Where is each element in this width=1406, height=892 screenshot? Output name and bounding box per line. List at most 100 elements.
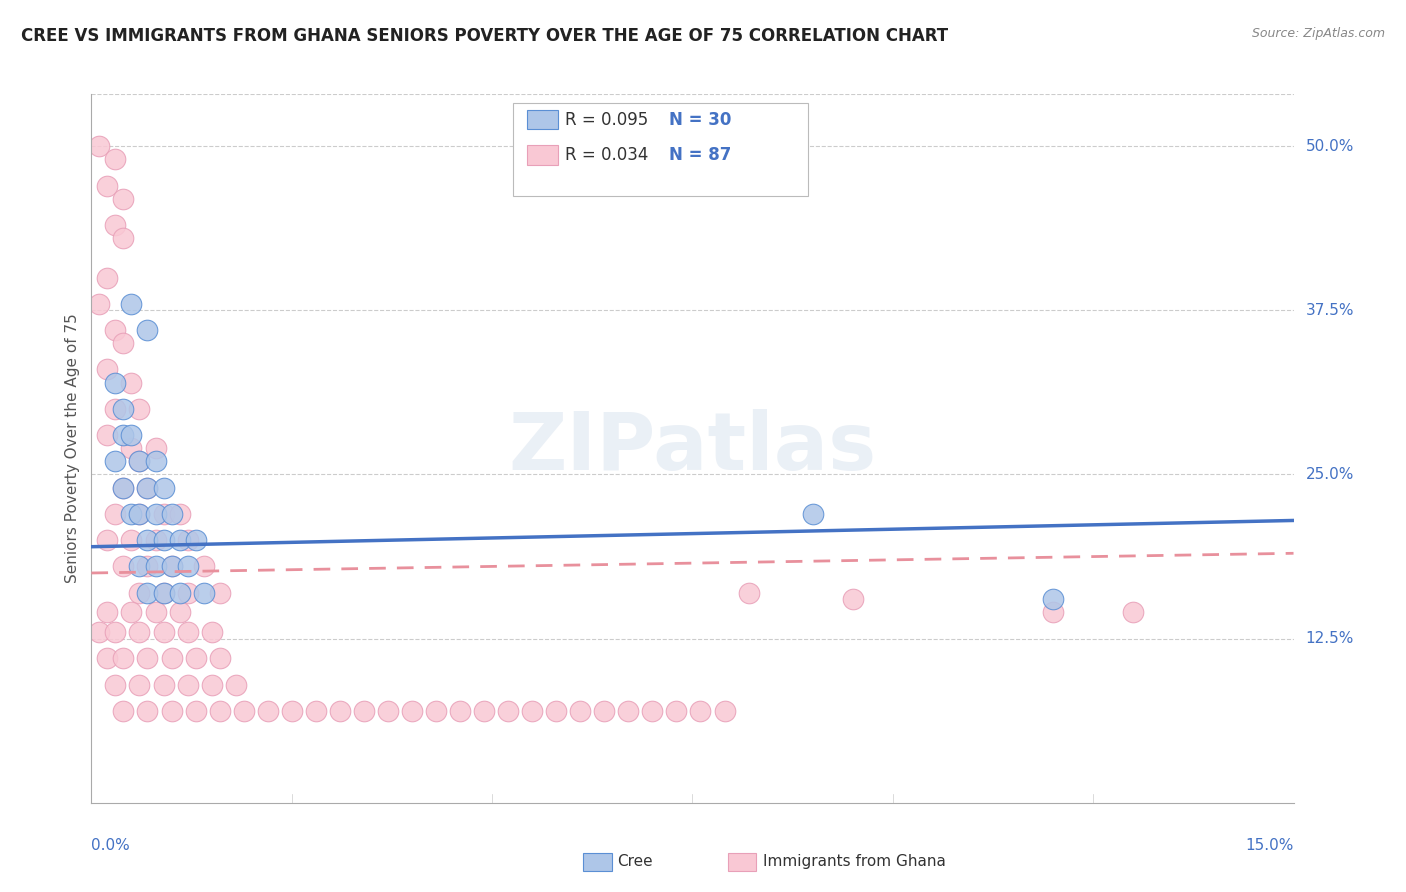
Point bbox=[104, 678, 127, 692]
Point bbox=[112, 428, 135, 442]
Point bbox=[176, 678, 198, 692]
Point bbox=[176, 625, 198, 640]
Point bbox=[136, 481, 159, 495]
Point bbox=[689, 704, 711, 718]
Point bbox=[136, 323, 159, 337]
Point bbox=[305, 704, 328, 718]
Point bbox=[121, 606, 143, 620]
Point bbox=[104, 625, 127, 640]
Point bbox=[201, 678, 224, 692]
Point bbox=[145, 606, 167, 620]
Point bbox=[152, 585, 174, 599]
Point bbox=[152, 625, 174, 640]
Text: N = 30: N = 30 bbox=[669, 111, 731, 128]
Point bbox=[121, 297, 143, 311]
Point bbox=[208, 651, 231, 665]
Text: 37.5%: 37.5% bbox=[1306, 303, 1354, 318]
Point bbox=[112, 651, 135, 665]
Point bbox=[152, 678, 174, 692]
Point bbox=[329, 704, 352, 718]
Point bbox=[152, 585, 174, 599]
Point bbox=[1042, 606, 1064, 620]
Point bbox=[112, 401, 135, 416]
Point bbox=[96, 178, 118, 193]
Text: 15.0%: 15.0% bbox=[1246, 838, 1294, 854]
Point bbox=[128, 625, 150, 640]
Point bbox=[184, 651, 207, 665]
Point bbox=[145, 533, 167, 548]
Point bbox=[1042, 592, 1064, 607]
Point bbox=[184, 704, 207, 718]
Point bbox=[128, 454, 150, 468]
Point bbox=[128, 454, 150, 468]
Point bbox=[128, 585, 150, 599]
Point bbox=[176, 533, 198, 548]
Point bbox=[121, 376, 143, 390]
Point bbox=[546, 704, 568, 718]
Text: 12.5%: 12.5% bbox=[1306, 632, 1354, 646]
Point bbox=[193, 559, 215, 574]
Point bbox=[145, 559, 167, 574]
Point bbox=[145, 442, 167, 455]
Point bbox=[112, 559, 135, 574]
Point bbox=[128, 678, 150, 692]
Point bbox=[145, 507, 167, 521]
Point bbox=[96, 651, 118, 665]
Text: Source: ZipAtlas.com: Source: ZipAtlas.com bbox=[1251, 27, 1385, 40]
Point bbox=[160, 559, 183, 574]
Point bbox=[169, 606, 191, 620]
Point bbox=[128, 507, 150, 521]
Point bbox=[112, 231, 135, 245]
Point bbox=[160, 704, 183, 718]
Point bbox=[208, 704, 231, 718]
Point bbox=[128, 507, 150, 521]
Point bbox=[96, 533, 118, 548]
Point bbox=[801, 507, 824, 521]
Point bbox=[169, 507, 191, 521]
Text: 50.0%: 50.0% bbox=[1306, 138, 1354, 153]
Point bbox=[225, 678, 247, 692]
Point bbox=[256, 704, 278, 718]
Point bbox=[121, 507, 143, 521]
Text: R = 0.034: R = 0.034 bbox=[565, 146, 648, 164]
Text: N = 87: N = 87 bbox=[669, 146, 731, 164]
Point bbox=[169, 585, 191, 599]
Point bbox=[176, 585, 198, 599]
Point bbox=[160, 507, 183, 521]
Point bbox=[152, 533, 174, 548]
Point bbox=[201, 625, 224, 640]
Point bbox=[121, 442, 143, 455]
Point bbox=[128, 559, 150, 574]
Point bbox=[353, 704, 375, 718]
Point bbox=[121, 428, 143, 442]
Point bbox=[96, 606, 118, 620]
Point bbox=[136, 559, 159, 574]
Point bbox=[136, 481, 159, 495]
Point bbox=[104, 454, 127, 468]
Point bbox=[208, 585, 231, 599]
Point bbox=[136, 533, 159, 548]
Point bbox=[145, 454, 167, 468]
Text: 25.0%: 25.0% bbox=[1306, 467, 1354, 482]
Point bbox=[121, 533, 143, 548]
Point bbox=[96, 428, 118, 442]
Point bbox=[96, 270, 118, 285]
Point bbox=[1122, 606, 1144, 620]
Point bbox=[104, 401, 127, 416]
Text: R = 0.095: R = 0.095 bbox=[565, 111, 648, 128]
Point bbox=[593, 704, 616, 718]
Point bbox=[377, 704, 399, 718]
Point bbox=[449, 704, 471, 718]
Point bbox=[232, 704, 254, 718]
Point bbox=[104, 218, 127, 232]
Point bbox=[112, 704, 135, 718]
Point bbox=[152, 481, 174, 495]
Point bbox=[112, 336, 135, 351]
Text: 0.0%: 0.0% bbox=[91, 838, 131, 854]
Point bbox=[104, 153, 127, 167]
Point bbox=[401, 704, 423, 718]
Point bbox=[112, 481, 135, 495]
Point bbox=[169, 533, 191, 548]
Point bbox=[472, 704, 495, 718]
Text: CREE VS IMMIGRANTS FROM GHANA SENIORS POVERTY OVER THE AGE OF 75 CORRELATION CHA: CREE VS IMMIGRANTS FROM GHANA SENIORS PO… bbox=[21, 27, 948, 45]
